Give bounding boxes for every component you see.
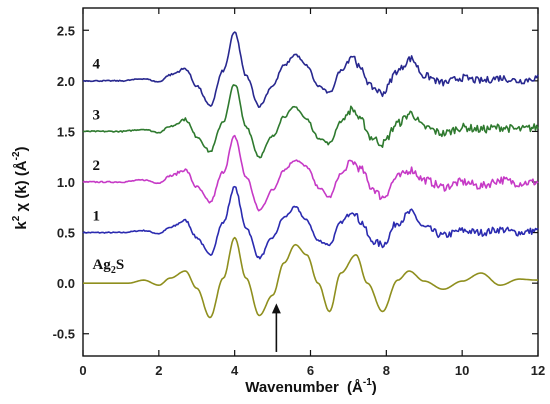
series-label: 1 [92, 208, 100, 224]
series-line [82, 185, 539, 260]
x-axis-title-unit: (Å [347, 379, 363, 396]
x-tick-label: 4 [231, 363, 239, 378]
x-axis-title-main: Wavenumber [245, 379, 339, 396]
y-tick-label: 2.0 [57, 74, 75, 89]
x-tick-label: 2 [155, 363, 162, 378]
series-label-text: 2 [92, 158, 100, 174]
x-tick-label: 8 [383, 363, 390, 378]
series-label-text: 1 [92, 208, 100, 224]
y-axis-title-k: k [13, 221, 30, 230]
series-label-text: 4 [92, 57, 100, 73]
series-label: 4 [92, 57, 100, 73]
series-line [82, 84, 539, 159]
series-label-text: 3 [92, 107, 100, 123]
y-tick-label: 1.0 [57, 175, 75, 190]
y-axis-title-unit-exp: -2 [11, 151, 22, 160]
y-axis-title: k2 χ (k) (Å-2) [11, 146, 30, 229]
x-tick-label: 10 [455, 363, 469, 378]
x-axis-title-unit-close: ) [372, 379, 377, 396]
series-label: 2 [92, 158, 100, 174]
series-label-subscript: 2 [111, 265, 116, 276]
x-axis-ticks: 0 2 4 6 8 10 12 [79, 8, 545, 378]
x-tick-label: 6 [307, 363, 314, 378]
series-line [83, 236, 538, 319]
series-label: 3 [92, 107, 100, 123]
y-axis-title-close: ) [13, 146, 30, 151]
y-tick-label: -0.5 [53, 327, 75, 342]
x-tick-label: 0 [79, 363, 86, 378]
y-axis-title-rest: χ (k) (Å [13, 160, 30, 215]
x-axis-title-unit-exp: -1 [363, 377, 372, 388]
annotation-arrow-head [271, 303, 281, 314]
series-line [82, 31, 539, 108]
series-label-text: Ag [92, 257, 111, 273]
x-tick-label: 12 [531, 363, 545, 378]
x-axis-title: Wavenumber (Å-1) [245, 377, 377, 396]
series-label-tail: S [116, 257, 124, 273]
y-tick-label: 2.5 [57, 23, 75, 38]
y-tick-label: 1.5 [57, 124, 75, 139]
series-label: Ag2S [92, 257, 124, 276]
y-axis-title-k-exp: 2 [11, 215, 22, 221]
series-line [82, 134, 539, 212]
annotation-layer [271, 303, 281, 352]
y-tick-label: 0.5 [57, 226, 75, 241]
y-tick-label: 0.0 [57, 276, 75, 291]
series-lines [82, 31, 539, 319]
